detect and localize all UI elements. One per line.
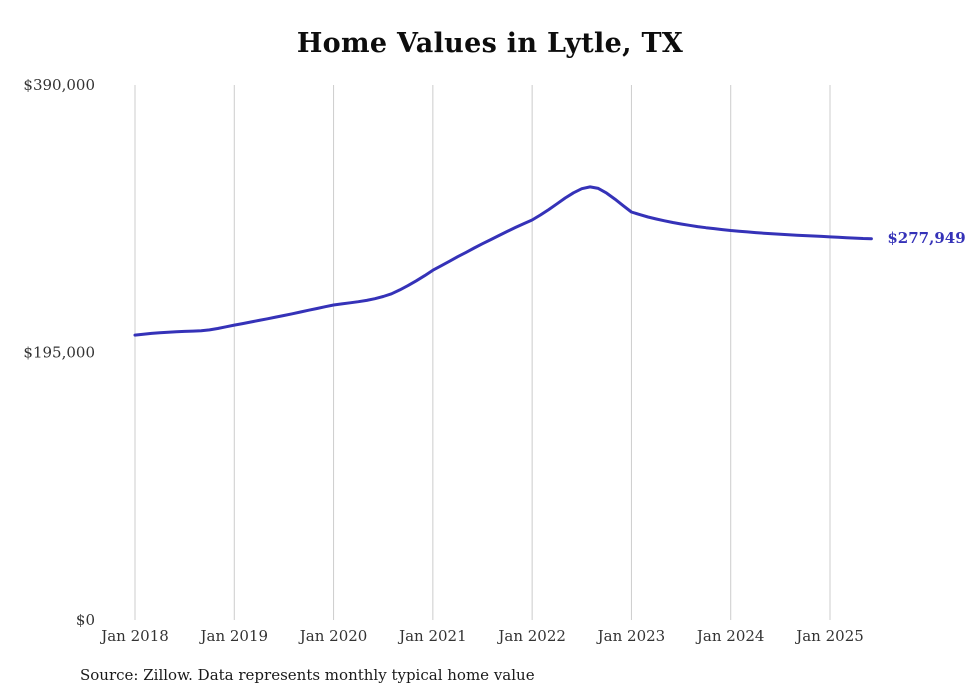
x-tick-label: Jan 2025 <box>794 627 864 645</box>
home-value-line <box>133 185 873 337</box>
y-tick-label: $195,000 <box>23 344 95 362</box>
x-tick-label: Jan 2020 <box>298 627 368 645</box>
latest-value-label: $277,949 <box>887 228 966 247</box>
x-tick-label: Jan 2021 <box>397 627 467 645</box>
x-tick-label: Jan 2019 <box>199 627 269 645</box>
x-tick-label: Jan 2024 <box>695 627 765 645</box>
x-tick-label: Jan 2023 <box>596 627 666 645</box>
x-tick-label: Jan 2018 <box>99 627 169 645</box>
x-tick-label: Jan 2022 <box>496 627 566 645</box>
y-tick-label: $0 <box>76 611 95 629</box>
source-note: Source: Zillow. Data represents monthly … <box>80 666 535 684</box>
chart-title: Home Values in Lytle, TX <box>296 28 684 59</box>
y-tick-label: $390,000 <box>23 76 95 94</box>
